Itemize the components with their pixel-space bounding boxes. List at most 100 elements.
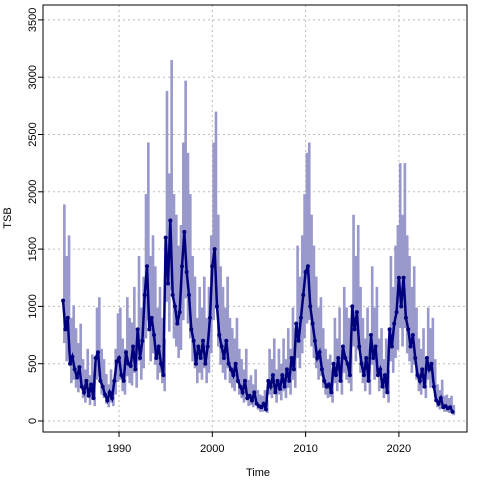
point [238, 384, 243, 389]
confidence-band [247, 379, 250, 407]
point [252, 390, 257, 395]
confidence-band [286, 328, 290, 388]
confidence-band [345, 307, 348, 380]
confidence-band [450, 395, 453, 412]
confidence-band [433, 359, 437, 399]
point [427, 367, 432, 372]
confidence-band [389, 255, 393, 362]
point [200, 338, 205, 343]
point [385, 390, 390, 395]
confidence-band [268, 348, 271, 395]
point [107, 390, 112, 395]
confidence-band [347, 317, 351, 384]
confidence-band [126, 297, 129, 377]
point [145, 264, 150, 269]
point [138, 355, 143, 360]
point [308, 304, 313, 309]
confidence-band [361, 317, 365, 384]
point [394, 310, 399, 315]
confidence-band [319, 297, 323, 377]
point [177, 310, 182, 315]
point [331, 361, 336, 366]
point [284, 367, 289, 372]
confidence-band [412, 266, 416, 365]
point [214, 304, 219, 309]
point [84, 378, 89, 383]
point [196, 344, 201, 349]
confidence-band [296, 245, 299, 358]
point [312, 338, 317, 343]
point [291, 367, 296, 372]
point [392, 321, 397, 326]
point [242, 378, 247, 383]
point [65, 315, 70, 320]
x-tick-label: 2010 [293, 443, 317, 455]
confidence-band [228, 317, 232, 384]
point [345, 361, 350, 366]
point [221, 355, 226, 360]
confidence-band [235, 317, 239, 384]
point [399, 304, 404, 309]
confidence-band [352, 214, 355, 347]
x-tick-label: 2020 [387, 443, 411, 455]
point [373, 344, 378, 349]
point [249, 398, 254, 403]
point [93, 355, 98, 360]
point [135, 327, 140, 332]
confidence-band [116, 313, 120, 383]
y-axis-label: TSB [2, 207, 14, 228]
point [114, 359, 119, 364]
confidence-band [384, 338, 388, 392]
point [259, 405, 264, 410]
point [240, 390, 245, 395]
confidence-band [172, 194, 176, 339]
point [368, 333, 373, 338]
x-tick-label: 2000 [200, 443, 224, 455]
point [366, 378, 371, 383]
point [310, 321, 315, 326]
x-tick-label: 1990 [107, 443, 131, 455]
point [198, 355, 203, 360]
point [133, 367, 138, 372]
point [359, 361, 364, 366]
point [429, 361, 434, 366]
point [263, 407, 268, 412]
confidence-band [221, 286, 225, 373]
point [72, 367, 77, 372]
confidence-band [342, 286, 346, 373]
confidence-band [86, 348, 90, 395]
point [154, 355, 159, 360]
confidence-band [154, 266, 157, 365]
point [387, 327, 392, 332]
y-tick-label: 1500 [27, 237, 39, 261]
point [408, 344, 413, 349]
confidence-band [81, 359, 85, 399]
confidence-band [375, 286, 379, 373]
confidence-band [356, 225, 360, 350]
confidence-band [405, 235, 409, 354]
confidence-band [317, 307, 320, 380]
point [378, 367, 383, 372]
point [96, 350, 101, 355]
point [375, 373, 380, 378]
point [329, 390, 334, 395]
confidence-band [230, 328, 234, 388]
point [89, 382, 94, 387]
point [147, 327, 152, 332]
confidence-band [249, 375, 253, 405]
confidence-band [165, 90, 169, 302]
confidence-band [305, 152, 309, 324]
point [389, 344, 394, 349]
y-tick-label: 3000 [27, 65, 39, 89]
point [61, 298, 66, 303]
confidence-band [65, 255, 69, 362]
x-axis-label: Time [246, 467, 270, 479]
confidence-band [403, 163, 407, 329]
confidence-band [312, 245, 316, 358]
point [326, 382, 331, 387]
point [333, 373, 338, 378]
confidence-band [214, 111, 218, 309]
confidence-band [186, 152, 190, 324]
confidence-band [95, 307, 99, 380]
confidence-band [102, 359, 106, 399]
